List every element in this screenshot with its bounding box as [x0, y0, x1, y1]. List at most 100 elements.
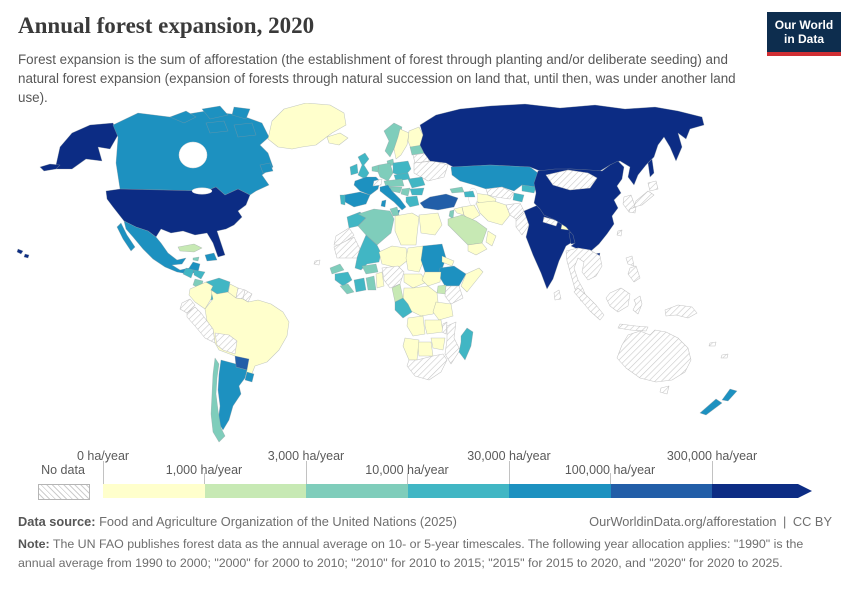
country-united-states-hawaii2[interactable]	[23, 253, 30, 259]
country-bolivia[interactable]	[214, 332, 238, 355]
country-central-african-republic[interactable]	[403, 273, 428, 289]
country-mongolia[interactable]	[545, 169, 598, 191]
country-honduras[interactable]	[193, 269, 206, 280]
country-malawi[interactable]	[441, 321, 448, 335]
country-serbia[interactable]	[400, 187, 411, 197]
license-link[interactable]: CC BY	[792, 514, 832, 529]
country-madagascar[interactable]	[458, 327, 474, 361]
country-georgia[interactable]	[449, 186, 465, 194]
country-canada-newfoundland[interactable]	[259, 162, 274, 174]
country-togo-benin[interactable]	[375, 271, 385, 289]
country-mali[interactable]	[354, 234, 382, 271]
country-taiwan[interactable]	[616, 229, 623, 237]
country-cuba[interactable]	[177, 243, 203, 253]
country-azerbaijan[interactable]	[463, 190, 476, 198]
country-niger[interactable]	[378, 245, 409, 269]
country-new-zealand-south[interactable]	[699, 398, 723, 416]
country-zimbabwe[interactable]	[430, 337, 446, 351]
country-sri-lanka[interactable]	[553, 289, 562, 301]
country-united-states[interactable]	[105, 186, 251, 258]
country-mexico-baja[interactable]	[116, 222, 136, 252]
legend-bin-4[interactable]	[407, 484, 509, 498]
country-romania[interactable]	[407, 176, 426, 189]
country-indonesia-java[interactable]	[617, 323, 649, 332]
country-new-guinea[interactable]	[664, 304, 698, 319]
country-indonesia-borneo[interactable]	[605, 287, 631, 313]
legend-bin-6[interactable]	[610, 484, 712, 498]
country-canada-arctic4[interactable]	[205, 120, 229, 134]
country-portugal[interactable]	[339, 194, 346, 206]
country-south-africa[interactable]	[406, 353, 448, 381]
country-tajikistan[interactable]	[512, 192, 525, 203]
country-eritrea[interactable]	[441, 255, 455, 267]
country-oman[interactable]	[485, 230, 497, 247]
country-yemen[interactable]	[467, 242, 488, 256]
country-united-states-aleutians[interactable]	[39, 163, 61, 172]
country-japan-kyushu[interactable]	[628, 206, 637, 214]
country-gabon-congo[interactable]	[394, 297, 413, 319]
country-ireland[interactable]	[349, 163, 359, 176]
country-argentina[interactable]	[217, 359, 248, 431]
country-cape-verde[interactable]	[313, 259, 321, 266]
country-canada-arctic5[interactable]	[233, 122, 257, 138]
country-japan-honshu[interactable]	[633, 190, 655, 208]
country-libya[interactable]	[394, 212, 420, 246]
country-united-states-hawaii[interactable]	[16, 248, 24, 255]
country-canada-arctic3[interactable]	[231, 106, 251, 120]
country-philippines-mindanao[interactable]	[627, 265, 641, 283]
country-angola[interactable]	[406, 315, 426, 337]
country-mozambique[interactable]	[444, 321, 461, 365]
country-indonesia-sulawesi[interactable]	[632, 295, 643, 315]
country-somalia[interactable]	[460, 267, 484, 293]
country-spain[interactable]	[343, 191, 371, 208]
country-ivory-coast[interactable]	[353, 277, 367, 293]
country-bulgaria[interactable]	[409, 187, 425, 196]
country-jamaica[interactable]	[192, 256, 200, 262]
country-sierra-leone-liberia[interactable]	[339, 283, 355, 295]
country-egypt[interactable]	[418, 212, 443, 236]
country-ecuador[interactable]	[179, 298, 196, 314]
country-pacific-islands2[interactable]	[720, 353, 729, 359]
country-pacific-islands1[interactable]	[708, 341, 717, 347]
country-united-states-alaska[interactable]	[55, 122, 119, 170]
country-tanzania[interactable]	[432, 301, 454, 321]
country-japan-hokkaido[interactable]	[647, 180, 659, 192]
country-new-zealand-north[interactable]	[721, 388, 738, 402]
country-indonesia-sumatra[interactable]	[573, 287, 605, 321]
country-saudi-arabia[interactable]	[447, 214, 488, 246]
country-peru[interactable]	[186, 306, 216, 344]
country-nigeria[interactable]	[381, 265, 405, 289]
country-ethiopia[interactable]	[438, 265, 467, 287]
country-australia[interactable]	[616, 329, 692, 383]
country-france[interactable]	[353, 176, 381, 196]
country-tunisia[interactable]	[389, 206, 400, 217]
country-dominican-republic[interactable]	[204, 252, 218, 262]
country-greece[interactable]	[405, 195, 420, 208]
legend-bin-1[interactable]	[103, 484, 205, 498]
country-philippines-luzon[interactable]	[625, 255, 635, 267]
legend-no-data-swatch[interactable]	[38, 484, 90, 500]
country-switzerland[interactable]	[372, 178, 383, 187]
legend-bin-7[interactable]	[712, 484, 798, 498]
country-canada-arctic2[interactable]	[201, 105, 229, 120]
country-iceland[interactable]	[326, 132, 349, 146]
owid-url-link[interactable]: OurWorldinData.org/afforestation	[589, 514, 777, 529]
legend-bin-2[interactable]	[204, 484, 306, 498]
country-ghana[interactable]	[365, 275, 377, 291]
country-turkey[interactable]	[419, 193, 459, 211]
country-namibia[interactable]	[402, 337, 420, 361]
country-nepal[interactable]	[542, 216, 559, 227]
country-kenya[interactable]	[444, 285, 464, 305]
country-australia-tasmania[interactable]	[659, 385, 670, 395]
country-iran[interactable]	[475, 200, 511, 226]
country-uruguay[interactable]	[244, 371, 255, 383]
country-chad[interactable]	[405, 245, 424, 273]
country-botswana[interactable]	[416, 341, 434, 357]
country-chile[interactable]	[210, 357, 226, 443]
country-greenland[interactable]	[267, 103, 347, 150]
country-italy[interactable]	[379, 184, 407, 211]
country-guatemala[interactable]	[182, 267, 195, 279]
country-united-kingdom[interactable]	[357, 152, 370, 180]
country-russia-sakhalin[interactable]	[647, 158, 655, 178]
legend-bin-5[interactable]	[509, 484, 611, 498]
